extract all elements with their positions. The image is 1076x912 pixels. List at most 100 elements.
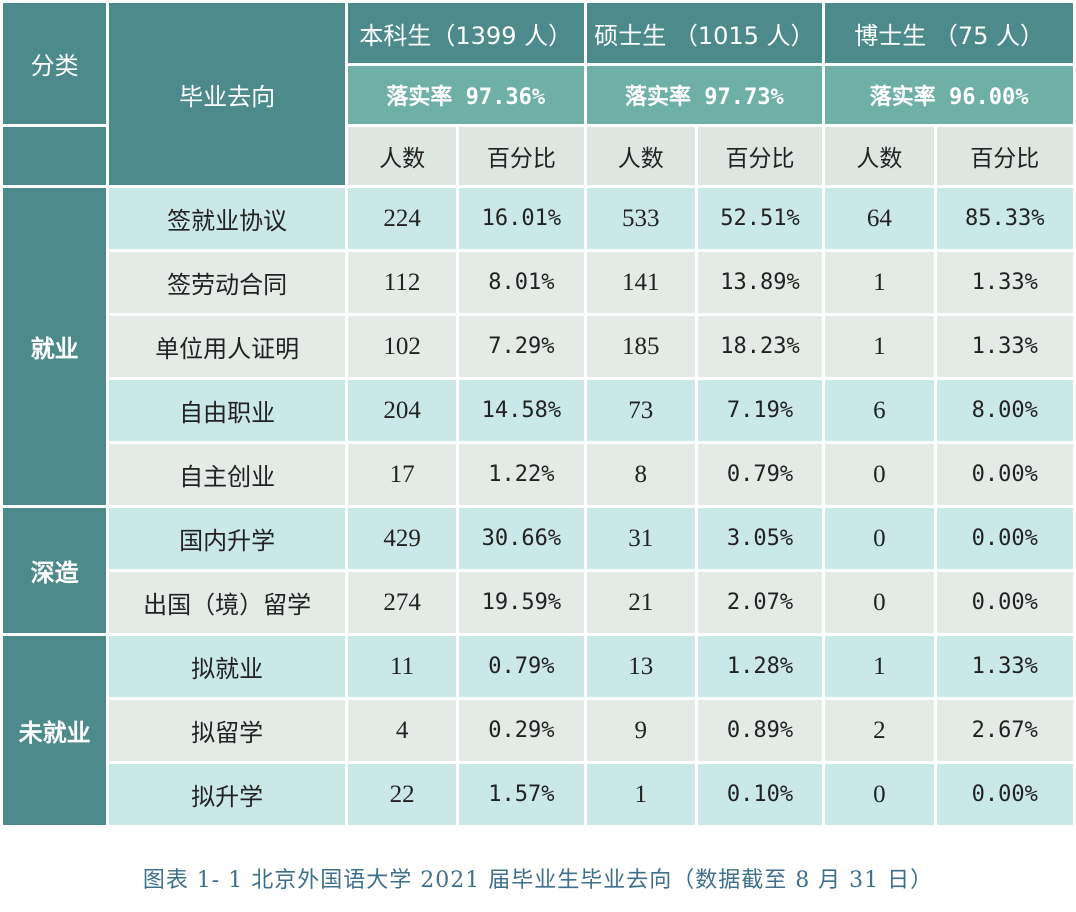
cell-percent: 14.58% — [459, 380, 584, 441]
cell-percent: 18.23% — [697, 316, 823, 377]
table-row: 单位用人证明 102 7.29% 185 18.23% 1 1.33% — [3, 316, 1073, 377]
percent-header: 百分比 — [697, 127, 823, 185]
cell-count: 13 — [586, 636, 695, 697]
row-label: 国内升学 — [109, 508, 345, 569]
destination-header: 毕业去向 — [109, 3, 345, 185]
cell-count: 102 — [347, 316, 457, 377]
row-label: 自主创业 — [109, 444, 345, 505]
category-header-ext — [3, 127, 107, 185]
table-row: 自主创业 17 1.22% 8 0.79% 0 0.00% — [3, 444, 1073, 505]
cell-percent: 0.79% — [697, 444, 823, 505]
cell-count: 1 — [825, 316, 934, 377]
graduate-destination-table: 分类 毕业去向 本科生（1399 人） 硕士生 （1015 人） 博士生 （75… — [3, 3, 1073, 825]
cell-percent: 0.00% — [936, 764, 1073, 825]
category-further-study: 深造 — [3, 508, 107, 633]
table-row: 自由职业 204 14.58% 73 7.19% 6 8.00% — [3, 380, 1073, 441]
table-row: 就业 签就业协议 224 16.01% 533 52.51% 64 85.33% — [3, 188, 1073, 505]
count-header: 人数 — [347, 127, 457, 185]
cell-percent: 2.07% — [697, 572, 823, 633]
cell-count: 1 — [825, 252, 934, 313]
table-row: 未就业 拟就业 11 0.79% 13 1.28% 1 1.33% — [3, 636, 1073, 825]
cell-count: 11 — [347, 636, 457, 697]
undergrad-rate: 落实率 97.36% — [347, 66, 584, 124]
cell-count: 185 — [586, 316, 695, 377]
cell-percent: 8.01% — [459, 252, 584, 313]
cell-percent: 1.33% — [936, 636, 1073, 697]
cell-count: 141 — [586, 252, 695, 313]
cell-percent: 1.22% — [459, 444, 584, 505]
cell-percent: 1.28% — [697, 636, 823, 697]
cell-count: 0 — [825, 764, 934, 825]
master-rate: 落实率 97.73% — [586, 66, 823, 124]
cell-count: 64 — [825, 188, 934, 249]
cell-count: 8 — [586, 444, 695, 505]
cell-count: 21 — [586, 572, 695, 633]
cell-percent: 7.29% — [459, 316, 584, 377]
cell-count: 6 — [825, 380, 934, 441]
cell-count: 533 — [586, 188, 695, 249]
cell-count: 429 — [347, 508, 457, 569]
cell-count: 0 — [825, 444, 934, 505]
row-label: 拟升学 — [109, 764, 345, 825]
count-header: 人数 — [586, 127, 695, 185]
undergrad-header: 本科生（1399 人） — [347, 3, 584, 63]
cell-count: 22 — [347, 764, 457, 825]
cell-count: 2 — [825, 700, 934, 761]
cell-percent: 3.05% — [697, 508, 823, 569]
cell-percent: 2.67% — [936, 700, 1073, 761]
cell-percent: 52.51% — [697, 188, 823, 249]
doctor-rate: 落实率 96.00% — [825, 66, 1073, 124]
cell-percent: 0.29% — [459, 700, 584, 761]
cell-percent: 13.89% — [697, 252, 823, 313]
header-row-rates: 落实率 97.36% 落实率 97.73% 落实率 96.00% — [3, 66, 1073, 124]
header-row-groups: 分类 毕业去向 本科生（1399 人） 硕士生 （1015 人） 博士生 （75… — [3, 3, 1073, 185]
cell-count: 1 — [825, 636, 934, 697]
category-employed: 就业 — [3, 188, 107, 505]
table-row: 出国（境）留学 274 19.59% 21 2.07% 0 0.00% — [3, 572, 1073, 633]
cell-percent: 8.00% — [936, 380, 1073, 441]
percent-header: 百分比 — [459, 127, 584, 185]
category-header: 分类 — [3, 3, 107, 124]
cell-percent: 0.00% — [936, 508, 1073, 569]
row-label: 单位用人证明 — [109, 316, 345, 377]
cell-count: 0 — [825, 508, 934, 569]
master-header: 硕士生 （1015 人） — [586, 3, 823, 63]
cell-percent: 0.10% — [697, 764, 823, 825]
cell-count: 73 — [586, 380, 695, 441]
cell-count: 4 — [347, 700, 457, 761]
row-label: 拟留学 — [109, 700, 345, 761]
table-row: 拟升学 22 1.57% 1 0.10% 0 0.00% — [3, 764, 1073, 825]
cell-percent: 85.33% — [936, 188, 1073, 249]
percent-header: 百分比 — [936, 127, 1073, 185]
cell-percent: 1.33% — [936, 316, 1073, 377]
row-label: 拟就业 — [109, 636, 345, 697]
cell-count: 274 — [347, 572, 457, 633]
destination-table-container: 分类 毕业去向 本科生（1399 人） 硕士生 （1015 人） 博士生 （75… — [3, 3, 1073, 825]
table-caption: 图表 1- 1 北京外国语大学 2021 届毕业生毕业去向（数据截至 8 月 3… — [142, 868, 934, 893]
row-label: 签劳动合同 — [109, 252, 345, 313]
cell-percent: 7.19% — [697, 380, 823, 441]
row-label: 签就业协议 — [109, 188, 345, 249]
cell-count: 224 — [347, 188, 457, 249]
table-row: 签劳动合同 112 8.01% 141 13.89% 1 1.33% — [3, 252, 1073, 313]
count-header: 人数 — [825, 127, 934, 185]
cell-count: 31 — [586, 508, 695, 569]
cell-count: 17 — [347, 444, 457, 505]
cell-percent: 0.79% — [459, 636, 584, 697]
cell-percent: 1.57% — [459, 764, 584, 825]
cell-percent: 30.66% — [459, 508, 584, 569]
cell-count: 9 — [586, 700, 695, 761]
cell-percent: 0.00% — [936, 572, 1073, 633]
cell-count: 204 — [347, 380, 457, 441]
row-label: 自由职业 — [109, 380, 345, 441]
cell-percent: 19.59% — [459, 572, 584, 633]
cell-count: 112 — [347, 252, 457, 313]
cell-percent: 0.89% — [697, 700, 823, 761]
category-unemployed: 未就业 — [3, 636, 107, 825]
cell-percent: 0.00% — [936, 444, 1073, 505]
doctor-header: 博士生 （75 人） — [825, 3, 1073, 63]
cell-count: 0 — [825, 572, 934, 633]
row-label: 出国（境）留学 — [109, 572, 345, 633]
header-row-sub: 人数 百分比 人数 百分比 人数 百分比 — [3, 127, 1073, 185]
cell-count: 1 — [586, 764, 695, 825]
